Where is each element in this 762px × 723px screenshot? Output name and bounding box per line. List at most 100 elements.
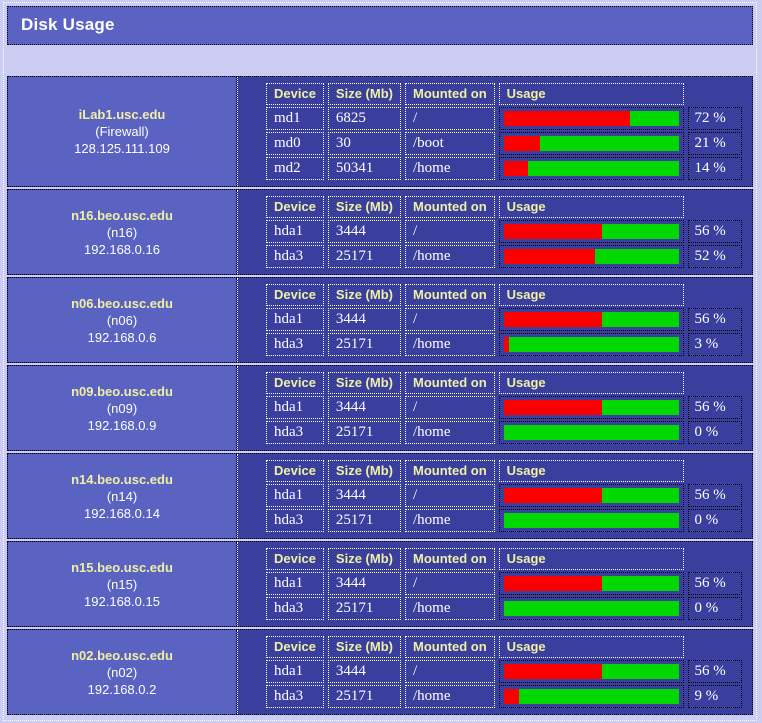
usage-bar-cell bbox=[498, 685, 684, 708]
usage-bar-used-segment bbox=[503, 689, 520, 704]
usage-bar-free-segment bbox=[601, 664, 679, 679]
column-header-percent-spacer bbox=[688, 372, 742, 394]
host-ip: 192.168.0.6 bbox=[87, 329, 157, 345]
usage-bar-used-segment bbox=[503, 488, 602, 503]
device-table-header-row: Device Size (Mb) Mounted on Usage bbox=[266, 636, 742, 658]
page-title: Disk Usage bbox=[21, 15, 115, 34]
usage-bar-cell bbox=[498, 245, 684, 268]
usage-bar bbox=[503, 689, 679, 704]
column-header-usage: Usage bbox=[498, 548, 684, 570]
usage-bar bbox=[503, 161, 679, 176]
disk-size-cell: 25171 bbox=[327, 597, 401, 620]
disk-row: md1 6825 / 72 % bbox=[266, 107, 742, 130]
column-header-mounted-on: Mounted on bbox=[404, 460, 495, 482]
column-header-device: Device bbox=[266, 83, 324, 105]
host-info: n16.beo.usc.edu (n16) 192.168.0.16 bbox=[8, 190, 237, 274]
column-header-usage: Usage bbox=[498, 460, 684, 482]
usage-bar-free-segment bbox=[601, 224, 679, 239]
host-ip: 128.125.111.109 bbox=[74, 141, 170, 156]
usage-bar-used-segment bbox=[503, 111, 630, 126]
usage-percent-cell: 0 % bbox=[687, 597, 742, 620]
host-ip: 192.168.0.14 bbox=[84, 505, 160, 521]
column-header-size: Size (Mb) bbox=[327, 284, 401, 306]
usage-bar bbox=[503, 488, 679, 503]
column-header-size: Size (Mb) bbox=[327, 548, 401, 570]
disk-size-cell: 50341 bbox=[327, 157, 401, 180]
host-row: n14.beo.usc.edu (n14) 192.168.0.14 Devic… bbox=[7, 453, 753, 539]
device-table: Device Size (Mb) Mounted on Usage hda1 3… bbox=[262, 634, 746, 710]
device-table-header-row: Device Size (Mb) Mounted on Usage bbox=[266, 196, 742, 218]
host-row: n15.beo.usc.edu (n15) 192.168.0.15 Devic… bbox=[7, 541, 753, 627]
disk-size-cell: 3444 bbox=[327, 396, 401, 419]
disk-row: hda3 25171 /home 9 % bbox=[266, 685, 742, 708]
usage-bar-free-segment bbox=[601, 400, 679, 415]
usage-bar bbox=[503, 576, 679, 591]
disk-mounted-on-cell: /home bbox=[404, 597, 495, 620]
disk-mounted-on-cell: / bbox=[404, 107, 495, 130]
usage-bar-free-segment bbox=[503, 425, 679, 440]
disk-mounted-on-cell: / bbox=[404, 220, 495, 243]
host-name: n02.beo.usc.edu bbox=[71, 647, 173, 663]
disk-size-cell: 3444 bbox=[327, 572, 401, 595]
host-ip: 192.168.0.15 bbox=[84, 593, 160, 609]
usage-bar bbox=[503, 249, 679, 264]
disk-size-cell: 25171 bbox=[327, 685, 401, 708]
device-table-header-row: Device Size (Mb) Mounted on Usage bbox=[266, 83, 742, 105]
disk-mounted-on-cell: /home bbox=[404, 157, 495, 180]
disk-device-cell: hda1 bbox=[266, 484, 324, 507]
device-table-header-row: Device Size (Mb) Mounted on Usage bbox=[266, 548, 742, 570]
usage-bar bbox=[503, 337, 679, 352]
usage-bar-cell bbox=[498, 421, 684, 444]
host-alias: (n14) bbox=[106, 488, 138, 504]
column-header-percent-spacer bbox=[688, 460, 742, 482]
device-table-panel: Device Size (Mb) Mounted on Usage hda1 3… bbox=[237, 630, 752, 714]
disk-device-cell: hda1 bbox=[266, 396, 324, 419]
disk-device-cell: hda3 bbox=[266, 245, 324, 268]
disk-device-cell: hda3 bbox=[266, 509, 324, 532]
usage-bar bbox=[503, 136, 679, 151]
disk-size-cell: 3444 bbox=[327, 484, 401, 507]
device-table-header-row: Device Size (Mb) Mounted on Usage bbox=[266, 460, 742, 482]
disk-mounted-on-cell: / bbox=[404, 308, 495, 331]
host-alias: (n02) bbox=[106, 664, 138, 680]
column-header-percent-spacer bbox=[688, 636, 742, 658]
usage-bar-used-segment bbox=[503, 312, 602, 327]
disk-device-cell: hda1 bbox=[266, 220, 324, 243]
disk-row: hda1 3444 / 56 % bbox=[266, 220, 742, 243]
disk-size-cell: 3444 bbox=[327, 220, 401, 243]
column-header-usage: Usage bbox=[498, 372, 684, 394]
disk-size-cell: 30 bbox=[327, 132, 401, 155]
disk-row: hda3 25171 /home 0 % bbox=[266, 597, 742, 620]
column-header-device: Device bbox=[266, 196, 324, 218]
usage-bar-cell bbox=[498, 220, 684, 243]
column-header-device: Device bbox=[266, 548, 324, 570]
disk-device-cell: md0 bbox=[266, 132, 324, 155]
usage-bar-cell bbox=[498, 660, 684, 683]
device-table: Device Size (Mb) Mounted on Usage hda1 3… bbox=[262, 458, 746, 534]
host-alias: (n09) bbox=[106, 400, 138, 416]
usage-bar-free-segment bbox=[519, 689, 679, 704]
usage-bar-used-segment bbox=[503, 400, 602, 415]
usage-bar-free-segment bbox=[601, 312, 679, 327]
host-info: n15.beo.usc.edu (n15) 192.168.0.15 bbox=[8, 542, 237, 626]
host-name: iLab1.usc.edu bbox=[78, 107, 166, 122]
usage-percent-cell: 72 % bbox=[687, 107, 742, 130]
device-table-panel: Device Size (Mb) Mounted on Usage hda1 3… bbox=[237, 278, 752, 362]
usage-percent-cell: 14 % bbox=[687, 157, 742, 180]
usage-bar-free-segment bbox=[601, 576, 679, 591]
disk-mounted-on-cell: /home bbox=[404, 509, 495, 532]
device-table-body: hda1 3444 / 56 % hda3 25171 /home 52 % bbox=[266, 220, 742, 268]
column-header-size: Size (Mb) bbox=[327, 196, 401, 218]
usage-percent-cell: 3 % bbox=[687, 333, 742, 356]
device-table-panel: Device Size (Mb) Mounted on Usage hda1 3… bbox=[237, 454, 752, 538]
host-info: n09.beo.usc.edu (n09) 192.168.0.9 bbox=[8, 366, 237, 450]
usage-bar bbox=[503, 664, 679, 679]
disk-mounted-on-cell: /home bbox=[404, 685, 495, 708]
host-info: n02.beo.usc.edu (n02) 192.168.0.2 bbox=[8, 630, 237, 714]
usage-bar-free-segment bbox=[601, 488, 679, 503]
usage-bar-used-segment bbox=[503, 337, 509, 352]
usage-bar-cell bbox=[498, 396, 684, 419]
host-alias: (Firewall) bbox=[95, 124, 149, 139]
usage-percent-cell: 56 % bbox=[687, 396, 742, 419]
disk-mounted-on-cell: / bbox=[404, 572, 495, 595]
